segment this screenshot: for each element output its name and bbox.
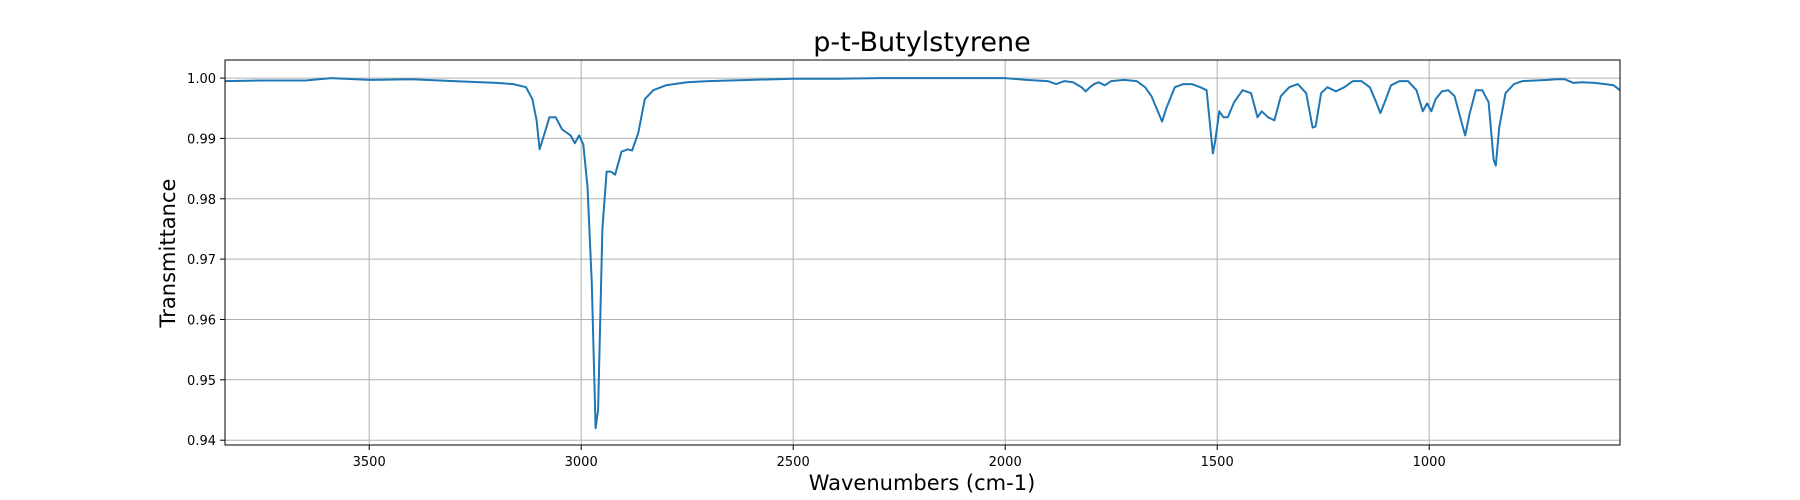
spectrum-series-line xyxy=(224,77,1621,430)
y-tick-label: 0.96 xyxy=(187,314,216,329)
y-axis-label: Transmittance xyxy=(156,179,180,329)
chart-title: p-t-Butylstyrene xyxy=(813,27,1030,58)
x-tick-label: 1000 xyxy=(1413,455,1446,470)
y-tick-label: 0.95 xyxy=(187,374,216,389)
x-tick-label: 2500 xyxy=(777,455,810,470)
y-tick-label: 0.94 xyxy=(187,434,216,449)
x-tick-label: 2000 xyxy=(989,455,1022,470)
plot-frame xyxy=(224,59,1621,446)
y-tick-label: 0.97 xyxy=(187,253,216,268)
x-tick-label: 1500 xyxy=(1201,455,1234,470)
y-tick-label: 0.99 xyxy=(187,132,216,147)
x-tick-label: 3500 xyxy=(353,455,386,470)
y-axis: 0.94 0.95 0.96 0.97 0.98 0.99 1.00 xyxy=(187,72,225,449)
y-tick-label: 0.98 xyxy=(187,193,216,208)
series-layer xyxy=(224,77,1621,430)
x-tick-label: 3000 xyxy=(565,455,598,470)
x-axis-label: Wavenumbers (cm-1) xyxy=(809,471,1036,495)
y-tick-label: 1.00 xyxy=(187,72,216,87)
x-axis: 3500 3000 2500 2000 1500 1000 xyxy=(353,445,1446,470)
